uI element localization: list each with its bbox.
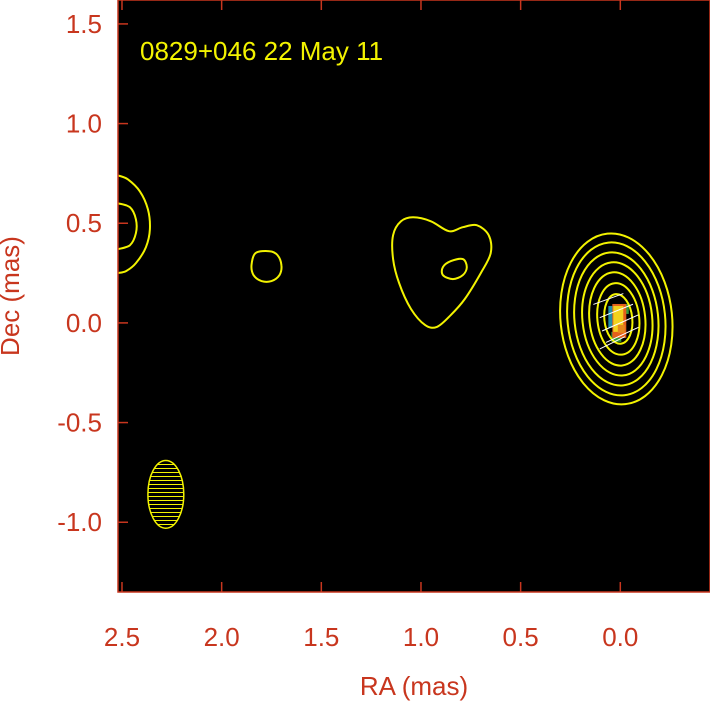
- polarization-tick: [599, 336, 626, 350]
- y-axis-title: Dec (mas): [0, 236, 25, 356]
- polarization-tick: [599, 303, 634, 319]
- core-contour: [588, 271, 647, 367]
- beam-ellipse: [147, 459, 185, 529]
- y-tick-label: 1.0: [66, 109, 102, 139]
- jet-contour: [118, 174, 151, 275]
- x-tick-label: 2.5: [104, 622, 140, 652]
- core-contour: [566, 241, 667, 397]
- polarization-tick: [593, 293, 624, 305]
- core-contour: [559, 232, 674, 406]
- jet-contour: [391, 216, 493, 329]
- x-tick-label: 1.0: [403, 622, 439, 652]
- map-title: 0829+046 22 May 11: [140, 36, 383, 66]
- axis-ticks: 2.5 2.0 1.5 1.0 0.5 0.0 1.5 1.0 0.5 0.0 -0.5 -1.0: [57, 0, 638, 652]
- core-contour: [596, 282, 641, 356]
- x-tick-label: 0.5: [503, 622, 539, 652]
- y-tick-label: 1.5: [66, 9, 102, 39]
- core-intensity-pixel: [613, 305, 624, 332]
- y-tick-label: -1.0: [57, 507, 102, 537]
- map-content: [118, 174, 674, 529]
- x-tick-label: 0.0: [602, 622, 638, 652]
- polarization-tick: [605, 326, 639, 343]
- plot-frame: [117, 0, 710, 593]
- jet-contour: [250, 250, 283, 283]
- y-tick-label: -0.5: [57, 408, 102, 438]
- jet-contour: [118, 202, 138, 251]
- y-tick-label: 0.5: [66, 208, 102, 238]
- x-axis-title: RA (mas): [360, 671, 468, 701]
- polarization-tick: [601, 314, 639, 332]
- map-layer: [118, 174, 674, 529]
- core-contour: [581, 261, 654, 377]
- core-contour: [573, 251, 660, 387]
- y-tick-label: 0.0: [66, 308, 102, 338]
- x-tick-label: 1.5: [303, 622, 339, 652]
- core-intensity-pixel: [617, 324, 625, 333]
- jet-contour: [440, 257, 468, 281]
- x-tick-label: 2.0: [204, 622, 240, 652]
